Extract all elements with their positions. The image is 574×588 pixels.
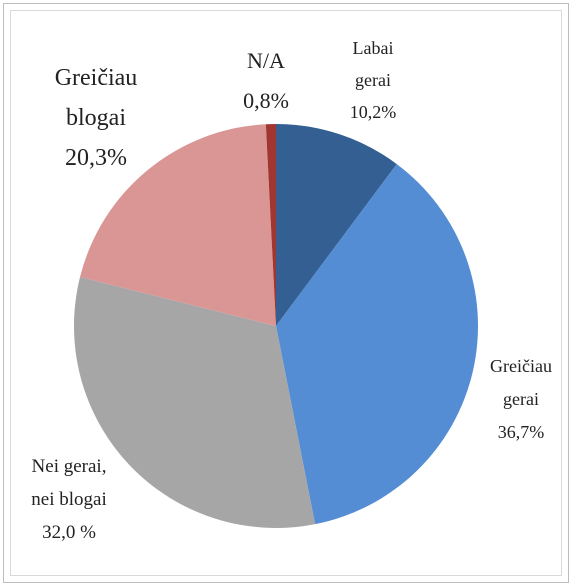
pie — [73, 124, 479, 528]
value-label: 36,7% — [497, 422, 545, 442]
value-label: 32,0 % — [42, 522, 96, 543]
chart: Labai gerai 10,2% Greičiau gerai 36,7% Nei g… — [3, 3, 569, 583]
value-label: 10,2% — [349, 102, 397, 122]
category-label: N/A — [247, 48, 285, 73]
pie-slice — [265, 124, 276, 326]
pie-slice — [80, 124, 276, 327]
data-label: Greičiau blogai 20,3% — [36, 58, 156, 178]
data-label: Labai gerai 10,2% — [338, 32, 408, 128]
category-label: Greičiau gerai — [490, 356, 552, 409]
plot-border — [10, 10, 562, 576]
pie-slice — [276, 124, 397, 326]
pie-slice — [73, 276, 316, 528]
category-label: Greičiau blogai — [54, 65, 138, 131]
value-label: 20,3% — [65, 145, 127, 171]
category-label: Nei gerai, nei blogai — [31, 456, 107, 510]
data-label: Nei gerai, nei blogai 32,0 % — [19, 450, 119, 549]
category-label: Labai gerai — [352, 38, 394, 90]
pie-slice — [276, 164, 479, 525]
data-label: N/A 0,8% — [226, 41, 306, 121]
value-label: 0,8% — [243, 88, 289, 113]
data-label: Greičiau gerai 36,7% — [475, 350, 567, 449]
